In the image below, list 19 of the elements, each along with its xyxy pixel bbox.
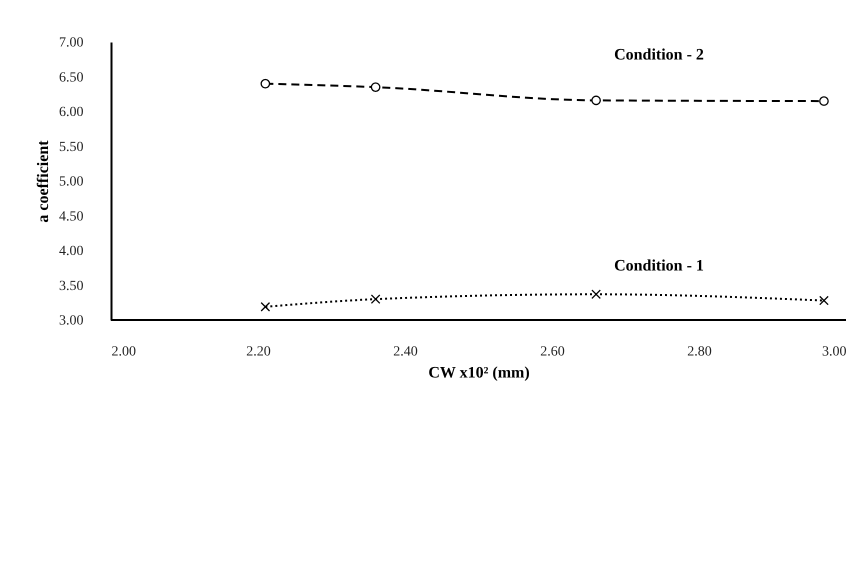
y-tick-label: 3.50	[59, 278, 84, 294]
y-tick-label: 5.00	[59, 174, 84, 190]
x-tick-label: 2.40	[393, 344, 418, 360]
x-axis-title: CW x10² (mm)	[428, 364, 530, 382]
y-tick-label: 5.50	[59, 140, 84, 155]
y-tick-label: 4.00	[59, 244, 84, 259]
y-axis-title: a coefficient	[35, 140, 52, 223]
x-tick-label: 2.20	[246, 344, 271, 360]
x-tick-label: 3.00	[822, 344, 846, 360]
y-tick-label: 4.50	[59, 209, 84, 224]
text: Condition - 2	[614, 46, 704, 64]
y-tick-label: 6.50	[59, 70, 84, 86]
x-tick-label: 2.80	[687, 344, 712, 360]
x-tick-label: 2.60	[540, 344, 565, 360]
y-tick-label: 3.00	[59, 314, 84, 328]
series-label: Condition - 1	[614, 257, 704, 274]
y-tick-label: 7.00	[59, 36, 84, 50]
y-tick-label: 6.00	[59, 105, 84, 120]
x-tick-label: 2.00	[112, 344, 136, 360]
